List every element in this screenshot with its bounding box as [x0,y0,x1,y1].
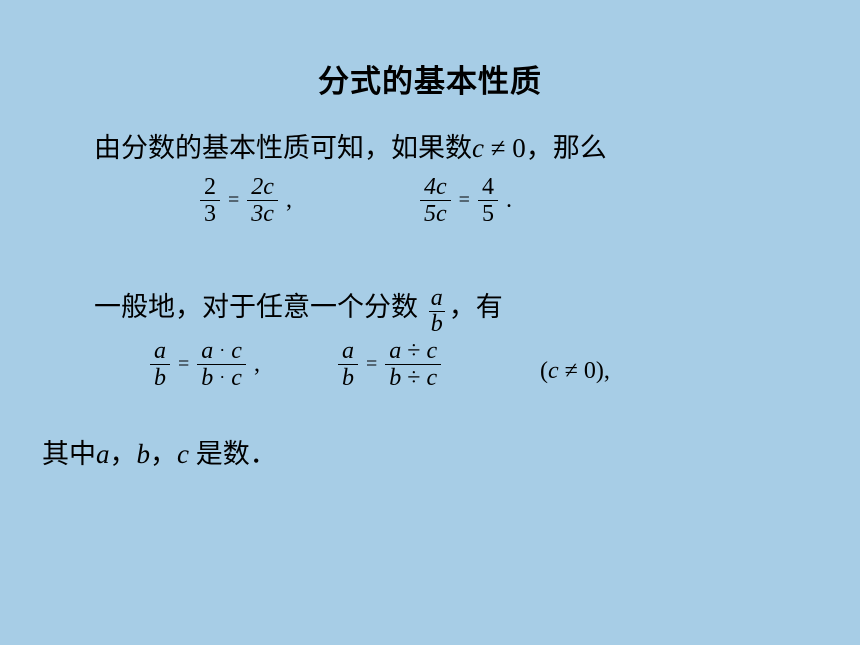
comma: , [286,187,292,214]
intro-line: 由分数的基本性质可知，如果数c ≠ 0，那么 [94,126,607,165]
where-line: 其中a，b，c 是数． [42,432,277,471]
op: · [219,340,225,360]
equals: = [228,189,239,212]
equals: = [178,353,189,376]
where-tail: 是数． [189,439,277,469]
num: a [150,338,170,364]
op: · [219,367,225,387]
intro-prefix: 由分数的基本性质可知，如果数 [94,133,472,163]
den: 5c [420,200,451,227]
op: ÷ [407,338,420,364]
num: 4 [478,174,498,200]
num: a [429,286,445,311]
num: a [338,338,358,364]
frac-2c-3c: 2c 3c [247,174,278,228]
den: b ÷ c [385,364,441,391]
var-c: c [548,358,559,384]
frac-2-3: 2 3 [200,174,220,228]
var-b: b [137,439,151,469]
page-title: 分式的基本性质 [0,0,860,101]
num: 2c [247,174,278,200]
den-text: 3c [251,201,274,227]
num: a · c [197,338,246,364]
general-text: 一般地，对于任意一个分数 [94,292,418,322]
equals: = [366,353,377,376]
c: c [231,365,242,391]
den: 3c [247,200,278,227]
den: b [429,311,445,337]
frac-ac-bc: a · c b · c [197,338,246,392]
var-a: a [96,439,110,469]
den: 3 [200,200,220,227]
general-tail: ，有 [449,292,503,322]
example-eq-right: 4c 5c = 4 5 . [420,174,512,228]
num-text: 2c [251,174,274,200]
paren-open: ( [540,358,548,384]
var-c: c [177,439,189,469]
sep1: ， [110,439,137,469]
intro-neq: ≠ 0，那么 [484,133,607,163]
frac-a-b: a b [338,338,358,392]
den: b [150,364,170,391]
b: b [201,365,213,391]
c: c [426,338,437,364]
den-text: 5c [424,201,447,227]
where-prefix: 其中 [42,439,96,469]
den: b [338,364,358,391]
example-eq-left: 2 3 = 2c 3c , [200,174,292,228]
b: b [389,365,401,391]
comma: , [254,351,260,378]
intro-var-c: c [472,133,484,163]
condition: (c ≠ 0), [540,358,610,385]
sep2: ， [150,439,177,469]
frac-adiv-bdiv: a ÷ c b ÷ c [385,338,441,392]
num: a ÷ c [385,338,441,364]
num: 2 [200,174,220,200]
num-text: 4c [424,174,447,200]
c: c [426,365,437,391]
rule-multiply: a b = a · c b · c , [150,338,260,392]
frac-a-b-inline: a b [429,286,445,337]
frac-4c-5c: 4c 5c [420,174,451,228]
rule-divide: a b = a ÷ c b ÷ c [338,338,441,392]
op: ÷ [407,365,420,391]
period: . [506,187,512,214]
den: b · c [197,364,246,391]
equals: = [459,189,470,212]
frac-a-b: a b [150,338,170,392]
a: a [201,338,213,364]
frac-4-5: 4 5 [478,174,498,228]
c: c [231,338,242,364]
cond-rest: ≠ 0), [559,358,610,384]
a: a [389,338,401,364]
num: 4c [420,174,451,200]
general-line: 一般地，对于任意一个分数 a b ，有 [94,284,503,335]
den: 5 [478,200,498,227]
